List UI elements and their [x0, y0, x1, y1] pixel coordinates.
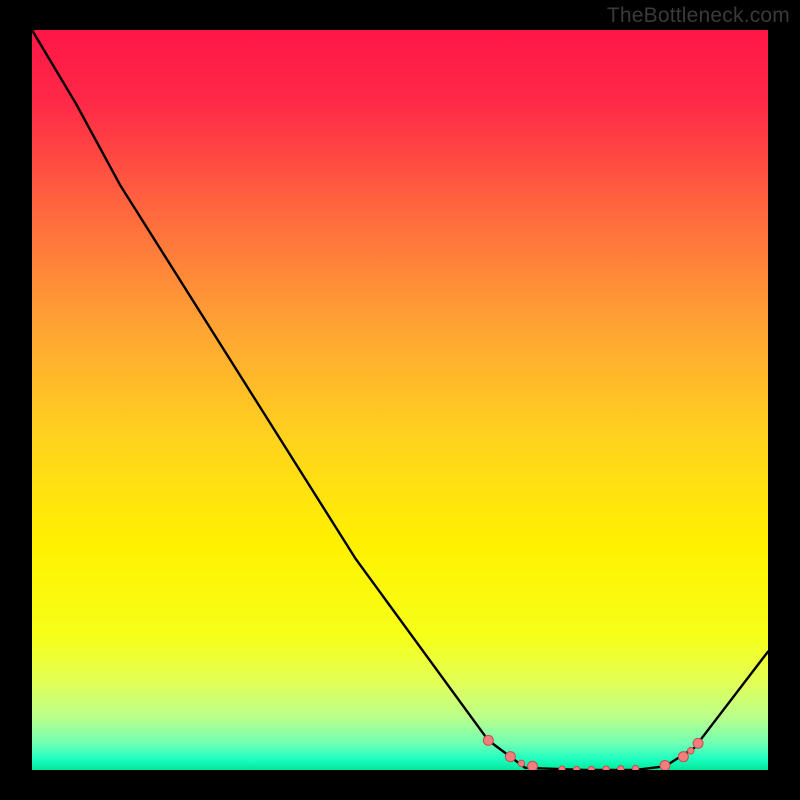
- watermark-text: TheBottleneck.com: [607, 4, 790, 28]
- curve-marker: [693, 738, 703, 748]
- curve-marker: [573, 766, 579, 770]
- curve-marker: [632, 765, 638, 770]
- curve-marker: [588, 766, 594, 770]
- curve-marker: [559, 766, 565, 770]
- curve-marker: [660, 761, 670, 770]
- curve-marker: [603, 766, 609, 770]
- curve-marker: [483, 735, 493, 745]
- chart-stage: TheBottleneck.com: [0, 0, 800, 800]
- curve-marker: [518, 760, 524, 766]
- curve-marker: [505, 752, 515, 762]
- bottleneck-curve: [32, 30, 768, 770]
- curve-layer: [32, 30, 768, 770]
- curve-marker: [618, 766, 624, 770]
- curve-marker: [527, 761, 537, 770]
- bottleneck-chart: [32, 30, 768, 770]
- curve-marker: [678, 752, 688, 762]
- curve-marker: [688, 748, 694, 754]
